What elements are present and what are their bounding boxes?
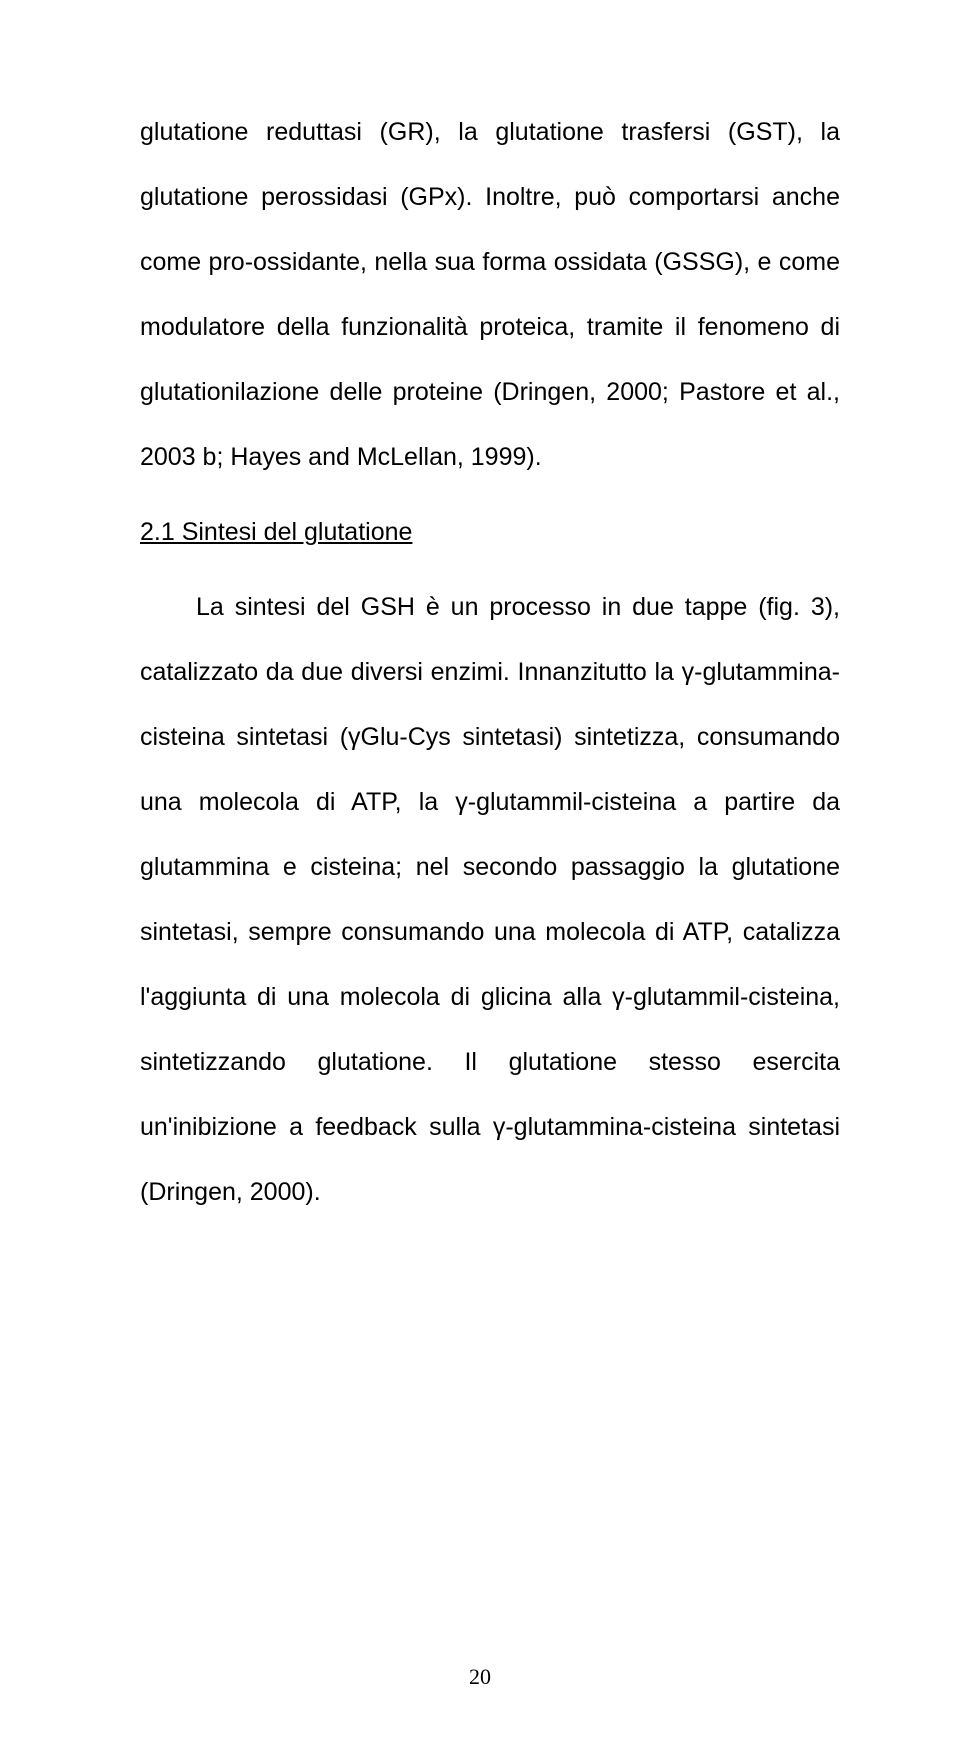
document-content: glutatione reduttasi (GR), la glutatione…: [140, 100, 840, 1225]
section-heading-wrapper: 2.1 Sintesi del glutatione: [140, 500, 840, 565]
paragraph-1: glutatione reduttasi (GR), la glutatione…: [140, 100, 840, 490]
section-heading: 2.1 Sintesi del glutatione: [140, 518, 412, 546]
paragraph-2: La sintesi del GSH è un processo in due …: [140, 575, 840, 1225]
page-number: 20: [469, 1664, 491, 1690]
